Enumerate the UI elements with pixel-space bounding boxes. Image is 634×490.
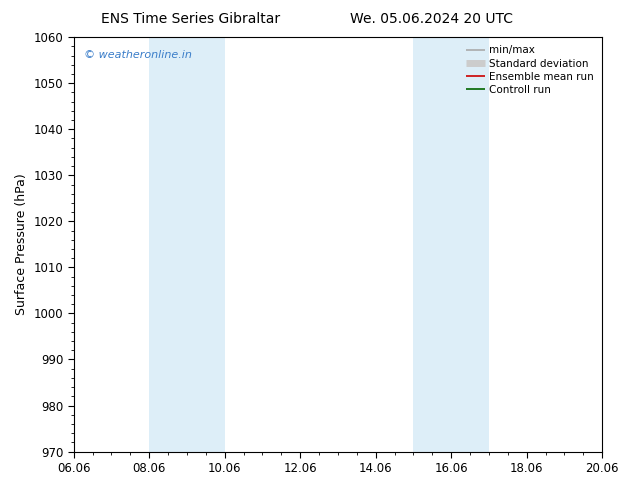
Bar [149,37,224,452]
Text: ENS Time Series Gibraltar: ENS Time Series Gibraltar [101,12,280,26]
Legend: min/max, Standard deviation, Ensemble mean run, Controll run: min/max, Standard deviation, Ensemble me… [463,42,597,98]
Y-axis label: Surface Pressure (hPa): Surface Pressure (hPa) [15,173,28,315]
Text: We. 05.06.2024 20 UTC: We. 05.06.2024 20 UTC [349,12,513,26]
Text: © weatheronline.in: © weatheronline.in [84,49,192,60]
Bar [413,37,489,452]
